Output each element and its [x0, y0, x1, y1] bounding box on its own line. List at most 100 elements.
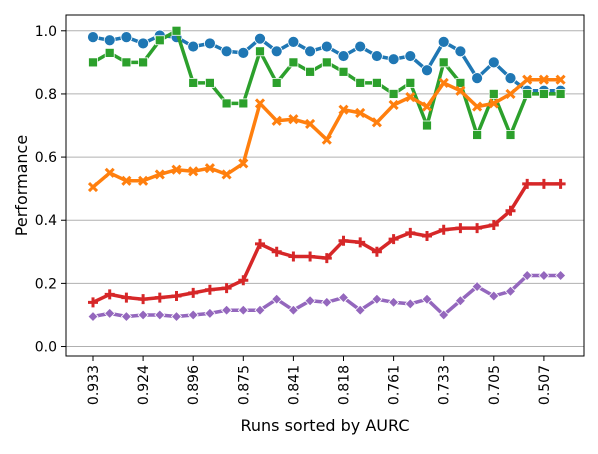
- series-2-point: [288, 57, 299, 68]
- series-2-point: [505, 130, 516, 140]
- x-tick-label: 0.733: [437, 365, 453, 405]
- series-2-point: [422, 120, 432, 131]
- series-5-point: [120, 310, 132, 323]
- y-axis: 0.0 0.2 0.4 0.6 0.8 1.0: [35, 24, 66, 356]
- series-4-point: [221, 283, 232, 294]
- series-2-point: [488, 89, 499, 99]
- series-4-line: [92, 182, 561, 304]
- series-1-point: [487, 56, 500, 69]
- x-tick-label: 0.818: [337, 365, 353, 405]
- series-2-point: [121, 57, 132, 68]
- series-2-point: [88, 57, 98, 68]
- series-2-point: [338, 66, 349, 77]
- series-1-point: [337, 50, 350, 62]
- series-5-point: [555, 269, 567, 282]
- series-1-point: [437, 35, 450, 48]
- series-5-point: [404, 298, 416, 310]
- series-3-point: [388, 99, 399, 111]
- series-5-point: [237, 304, 249, 316]
- series-2-point: [204, 77, 215, 88]
- series-4-point: [371, 246, 382, 257]
- series-3-point: [204, 163, 215, 174]
- plot-frame: [65, 14, 585, 357]
- series-3-point: [438, 77, 449, 88]
- series-4-point: [472, 223, 483, 234]
- x-axis-label: Runs sorted by AURC: [240, 416, 409, 435]
- series-3-point: [87, 182, 99, 193]
- series-5-point: [438, 309, 450, 321]
- series-4-point: [355, 237, 366, 248]
- series-1-point: [254, 32, 266, 45]
- y-tick-label: 0.6: [35, 150, 57, 166]
- series-5-point: [87, 310, 99, 323]
- series-2-point: [388, 89, 399, 99]
- series-5-point: [521, 269, 533, 282]
- x-tick-label: 0.896: [186, 365, 202, 405]
- series-4-point: [455, 223, 466, 234]
- series-1-point: [270, 45, 283, 58]
- series-1-point: [354, 40, 367, 53]
- x-tick-label: 0.705: [487, 365, 503, 405]
- series-3-point: [171, 164, 182, 175]
- series-3-point: [238, 158, 249, 169]
- series-1-point: [404, 50, 417, 62]
- series-5-point: [170, 310, 183, 323]
- series-3-point: [472, 101, 483, 112]
- series-4-point: [388, 234, 399, 245]
- series-1-point: [103, 34, 116, 47]
- series-1-point: [387, 53, 400, 66]
- series-3-point: [488, 98, 499, 109]
- series-3-point: [305, 118, 316, 129]
- series-3-point: [138, 175, 149, 186]
- series-1-point: [287, 35, 300, 48]
- series-5-point: [271, 293, 283, 305]
- series-4-point: [104, 289, 115, 300]
- x-tick-label: 0.761: [387, 365, 403, 405]
- series-4-point: [121, 292, 132, 303]
- series-5-point: [454, 295, 466, 307]
- gridlines: [66, 30, 584, 348]
- series-4-point: [138, 294, 149, 305]
- series-3-point: [154, 169, 165, 180]
- series-1-point: [471, 72, 484, 85]
- series-2-point: [522, 89, 533, 99]
- series-1-point: [87, 31, 99, 44]
- series-4-point: [171, 291, 182, 302]
- series-2-point: [171, 25, 182, 36]
- series-2-point: [188, 77, 199, 88]
- series-2-point: [438, 57, 449, 68]
- series-4-point: [321, 253, 332, 264]
- series-5-point: [488, 290, 500, 302]
- x-tick-label: 0.507: [537, 365, 553, 405]
- series-group: [87, 25, 567, 323]
- series-3-point: [538, 74, 549, 85]
- series-2-point: [104, 47, 115, 58]
- series-5-point: [321, 296, 333, 308]
- series-2: [88, 25, 566, 140]
- series-2-point: [355, 77, 366, 88]
- series-4-point: [238, 275, 249, 286]
- series-5-point: [287, 304, 299, 316]
- x-tick-label: 0.933: [86, 365, 102, 405]
- series-4-point: [338, 235, 349, 246]
- series-4-point: [555, 178, 566, 189]
- series-1-point: [304, 45, 317, 58]
- series-3-point: [371, 117, 382, 128]
- series-3-point: [421, 101, 433, 112]
- series-2-point: [321, 57, 332, 68]
- series-4-point: [271, 246, 282, 257]
- series-3-point: [188, 166, 199, 177]
- y-tick-label: 0.0: [35, 340, 57, 356]
- series-4-point: [438, 224, 449, 235]
- series-1-point: [120, 31, 133, 44]
- series-2-point: [271, 77, 282, 88]
- series-4: [88, 178, 566, 308]
- series-3-point: [288, 114, 299, 125]
- series-5-point: [388, 296, 400, 308]
- series-5: [87, 269, 567, 323]
- series-2-point: [255, 46, 265, 57]
- series-2-point: [539, 89, 549, 99]
- series-4-point: [522, 178, 533, 189]
- series-3-point: [405, 92, 416, 103]
- series-2-point: [555, 89, 566, 99]
